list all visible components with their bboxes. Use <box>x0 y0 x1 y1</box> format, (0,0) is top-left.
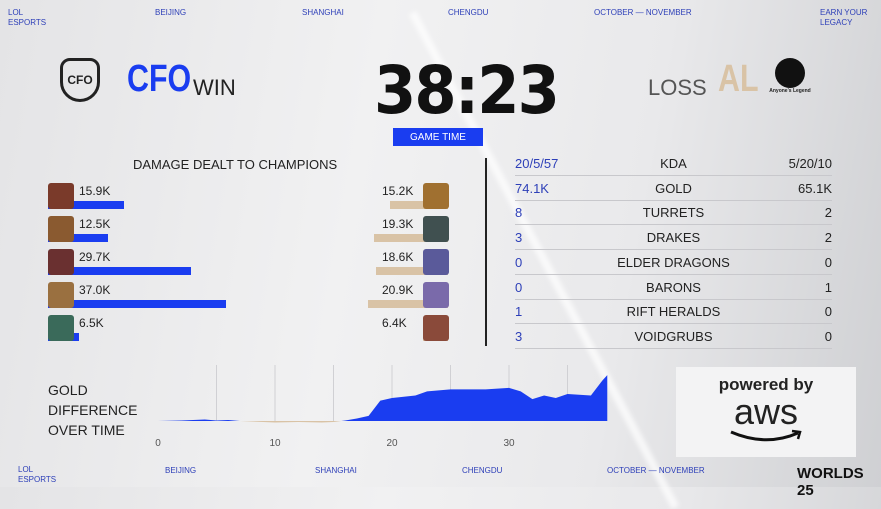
gold-area-negative <box>158 421 608 423</box>
stat-row: 3 DRAKES 2 <box>515 226 832 251</box>
sponsor-tagline: powered by <box>718 375 814 394</box>
champion-portrait <box>48 249 74 275</box>
damage-value-right: 6.4K <box>382 316 407 330</box>
footer-city: BEIJING <box>165 466 197 475</box>
header-city: CHENGDU <box>448 8 489 17</box>
gold-area-positive <box>158 375 608 421</box>
damage-bar-left <box>48 201 125 209</box>
stat-right-value: 0 <box>824 254 832 270</box>
damage-value-left: 6.5K <box>79 316 104 330</box>
damage-value-right: 19.3K <box>382 217 414 231</box>
damage-value-right: 20.9K <box>382 283 414 297</box>
champion-portrait <box>48 183 74 209</box>
stat-right-value: 2 <box>824 230 832 246</box>
champion-portrait <box>423 249 449 275</box>
stat-left-value: 0 <box>515 254 523 270</box>
damage-bar-right <box>373 234 448 242</box>
stat-left-value: 3 <box>515 230 523 246</box>
header-tagline: EARN YOUR LEGACY <box>820 8 868 27</box>
x-tick-label: 20 <box>386 438 398 449</box>
stat-label: TURRETS <box>642 205 705 221</box>
cfo-logo: CFO <box>60 58 100 102</box>
stat-label: ELDER DRAGONS <box>617 254 730 270</box>
stat-label: KDA <box>660 156 687 171</box>
champion-portrait <box>48 315 74 341</box>
stat-right-value: 2 <box>824 205 832 221</box>
footer-city: CHENGDU <box>462 466 503 475</box>
team-left-result: WIN <box>193 75 236 100</box>
stat-label: BARONS <box>646 279 701 295</box>
stat-right-value: 65.1K <box>798 180 832 196</box>
damage-bar-right <box>389 201 448 209</box>
damage-title: DAMAGE DEALT TO CHAMPIONS <box>133 157 338 172</box>
stat-left-value: 3 <box>515 328 523 344</box>
stat-label: GOLD <box>655 180 692 196</box>
damage-value-right: 18.6K <box>382 250 414 264</box>
stat-label: RIFT HERALDS <box>626 304 721 320</box>
stat-row: 8 TURRETS 2 <box>515 201 832 226</box>
damage-value-left: 12.5K <box>79 217 111 231</box>
stat-right-value: 5/20/10 <box>788 156 832 171</box>
aws-smile-icon <box>730 429 802 442</box>
gold-chart-title: GOLD DIFFERENCE OVER TIME <box>48 382 138 438</box>
champion-portrait <box>423 183 449 209</box>
damage-bar-left <box>48 234 109 242</box>
gold-difference-chart: 0 10 20 30 <box>155 365 608 449</box>
game-time-label: GAME TIME <box>393 128 483 146</box>
stat-left-value: 74.1K <box>515 180 549 196</box>
team-right-result: LOSS <box>648 75 707 100</box>
stat-row: 0 ELDER DRAGONS 0 <box>515 251 832 275</box>
al-logo: Anyone's Legend <box>768 58 812 102</box>
divider <box>485 158 487 346</box>
footer-org: LOL ESPORTS <box>18 465 57 484</box>
footer-city: SHANGHAI <box>315 466 357 475</box>
stat-left-value: 8 <box>515 205 523 221</box>
worlds-logo: WORLDS 25 <box>797 465 864 499</box>
stat-row: 1 RIFT HERALDS 0 <box>515 300 832 325</box>
stat-row: 0 BARONS 1 <box>515 276 832 300</box>
champion-portrait <box>48 282 74 308</box>
x-tick-label: 10 <box>269 438 281 449</box>
stat-label: DRAKES <box>646 230 701 246</box>
damage-bar-right <box>376 267 448 275</box>
stat-right-value: 1 <box>824 279 832 295</box>
champion-portrait <box>423 315 449 341</box>
al-logo-text: Anyone's Legend <box>769 88 811 94</box>
damage-value-left: 29.7K <box>79 250 111 264</box>
stat-right-value: 0 <box>824 304 832 320</box>
stat-row: 3 VOIDGRUBS 0 <box>515 325 832 349</box>
footer-dates: OCTOBER — NOVEMBER <box>607 466 705 475</box>
champion-portrait <box>48 216 74 242</box>
champion-portrait <box>423 216 449 242</box>
damage-value-left: 15.9K <box>79 184 111 198</box>
sponsor-name: aws <box>733 391 799 432</box>
stat-left-value: 20/5/57 <box>515 156 559 171</box>
damage-bar-right <box>367 300 448 308</box>
stat-left-value: 1 <box>515 304 523 320</box>
damage-value-left: 37.0K <box>79 283 111 297</box>
header-city: BEIJING <box>155 8 187 17</box>
damage-value-right: 15.2K <box>382 184 414 198</box>
stat-right-value: 0 <box>824 328 832 344</box>
damage-bar-left <box>48 300 226 308</box>
stat-row: 20/5/57 KDA 5/20/10 <box>515 152 832 176</box>
champion-portrait <box>423 282 449 308</box>
header-dates: OCTOBER — NOVEMBER <box>594 8 692 17</box>
al-logo-mark <box>775 58 805 88</box>
damage-bar-left <box>48 267 191 275</box>
x-tick-label: 0 <box>155 438 161 449</box>
aws-sponsor: powered by aws <box>676 367 856 457</box>
header-org: LOL ESPORTS <box>8 8 47 27</box>
stat-left-value: 0 <box>515 279 523 295</box>
team-right-name: AL <box>718 58 759 100</box>
x-tick-label: 30 <box>503 438 515 449</box>
header-city: SHANGHAI <box>302 8 344 17</box>
game-timer: 38:23 <box>374 52 560 129</box>
stat-label: VOIDGRUBS <box>634 328 713 344</box>
team-left-name: CFO <box>127 58 192 100</box>
stat-row: 74.1K GOLD 65.1K <box>515 177 832 201</box>
